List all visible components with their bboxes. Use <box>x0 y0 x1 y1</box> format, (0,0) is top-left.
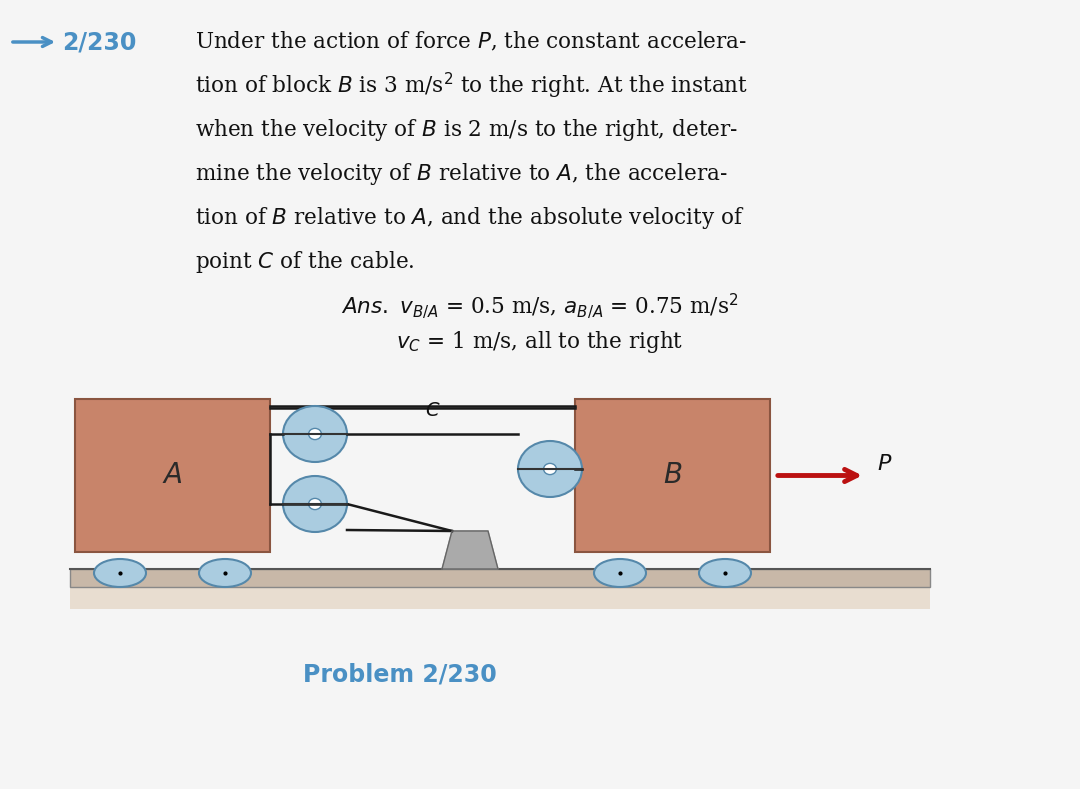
Ellipse shape <box>199 559 251 587</box>
Text: $v_C$ = 1 m/s, all to the right: $v_C$ = 1 m/s, all to the right <box>396 329 684 355</box>
Ellipse shape <box>309 499 322 510</box>
Ellipse shape <box>283 406 347 462</box>
Text: when the velocity of $B$ is 2 m/s to the right, deter-: when the velocity of $B$ is 2 m/s to the… <box>195 117 738 143</box>
Text: Problem 2/230: Problem 2/230 <box>303 662 497 686</box>
Text: $C$: $C$ <box>424 402 441 420</box>
Ellipse shape <box>283 476 347 532</box>
Ellipse shape <box>94 559 146 587</box>
Text: mine the velocity of $B$ relative to $A$, the accelera-: mine the velocity of $B$ relative to $A$… <box>195 161 728 187</box>
Text: $A$: $A$ <box>162 462 183 489</box>
Text: point $C$ of the cable.: point $C$ of the cable. <box>195 249 415 275</box>
Ellipse shape <box>699 559 751 587</box>
Ellipse shape <box>543 463 556 475</box>
Ellipse shape <box>309 428 322 439</box>
Polygon shape <box>442 531 498 569</box>
Bar <box>575 399 770 552</box>
Bar <box>70 587 930 609</box>
Bar <box>70 569 930 587</box>
Text: Under the action of force $P$, the constant accelera-: Under the action of force $P$, the const… <box>195 31 747 54</box>
Bar <box>75 399 270 552</box>
Text: $B$: $B$ <box>663 462 683 489</box>
Text: 2/230: 2/230 <box>62 30 136 54</box>
Ellipse shape <box>518 441 582 497</box>
Text: tion of $B$ relative to $A$, and the absolute velocity of: tion of $B$ relative to $A$, and the abs… <box>195 205 744 231</box>
Text: tion of block $B$ is 3 m/s$^2$ to the right. At the instant: tion of block $B$ is 3 m/s$^2$ to the ri… <box>195 71 748 101</box>
Text: $P$: $P$ <box>877 453 892 474</box>
Ellipse shape <box>594 559 646 587</box>
Text: $\mathit{Ans.}$ $v_{B/A}$ = 0.5 m/s, $a_{B/A}$ = 0.75 m/s$^2$: $\mathit{Ans.}$ $v_{B/A}$ = 0.5 m/s, $a_… <box>341 291 739 320</box>
